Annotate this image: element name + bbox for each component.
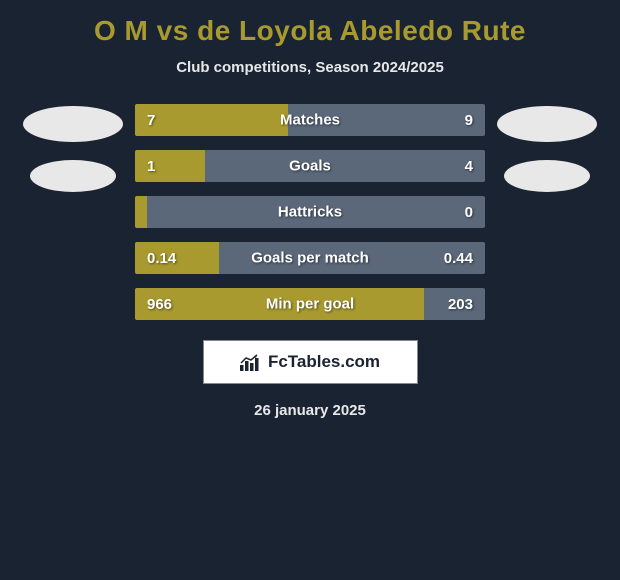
stat-label: Matches [280, 112, 340, 129]
stats-card: O M vs de Loyola Abeledo Rute Club compe… [0, 0, 620, 434]
stat-bar-left: 1 [135, 150, 205, 182]
stat-right-value: 0.44 [444, 250, 473, 267]
stat-bar: 0 0 Hattricks [135, 196, 485, 228]
stat-right-value: 203 [448, 296, 473, 313]
stat-bar: 0.14 0.44 Goals per match [135, 242, 485, 274]
stat-left-value: 1 [147, 158, 155, 175]
stat-bar-left: 0 [135, 196, 147, 228]
player-right-avatar-1 [497, 106, 597, 142]
stat-right-value: 4 [465, 158, 473, 175]
stat-bar: 1 4 Goals [135, 150, 485, 182]
stat-label: Goals [289, 158, 331, 175]
stat-bar-left: 7 [135, 104, 288, 136]
stat-bar: 7 9 Matches [135, 104, 485, 136]
stat-label: Min per goal [266, 296, 354, 313]
logo-text: FcTables.com [268, 352, 380, 372]
stat-left-value: 0.14 [147, 250, 176, 267]
stat-bar-right: 4 [205, 150, 485, 182]
player-left-avatar-1 [23, 106, 123, 142]
stat-right-value: 9 [465, 112, 473, 129]
player-left-avatar-2 [30, 160, 116, 192]
date-line: 26 january 2025 [254, 402, 366, 419]
stat-right-value: 0 [465, 204, 473, 221]
player-right-avatars [497, 104, 597, 192]
comparison-bars: 7 9 Matches 1 4 Goals 0 0 Hattricks 0.14 0.44 Goals… [135, 104, 485, 320]
stats-area: 7 9 Matches 1 4 Goals 0 0 Hattricks 0.14 0.44 Goals… [5, 104, 615, 320]
chart-icon [240, 353, 262, 371]
player-right-avatar-2 [504, 160, 590, 192]
stat-label: Hattricks [278, 204, 342, 221]
stat-left-value: 966 [147, 296, 172, 313]
card-title: O M vs de Loyola Abeledo Rute [94, 15, 526, 47]
stat-bar-left: 0.14 [135, 242, 219, 274]
card-subtitle: Club competitions, Season 2024/2025 [176, 59, 444, 76]
stat-bar-right: 203 [424, 288, 485, 320]
player-left-avatars [23, 104, 123, 192]
stat-bar: 966 203 Min per goal [135, 288, 485, 320]
stat-label: Goals per match [251, 250, 369, 267]
logo-content: FcTables.com [240, 352, 380, 372]
stat-left-value: 7 [147, 112, 155, 129]
logo-box: FcTables.com [203, 340, 418, 384]
